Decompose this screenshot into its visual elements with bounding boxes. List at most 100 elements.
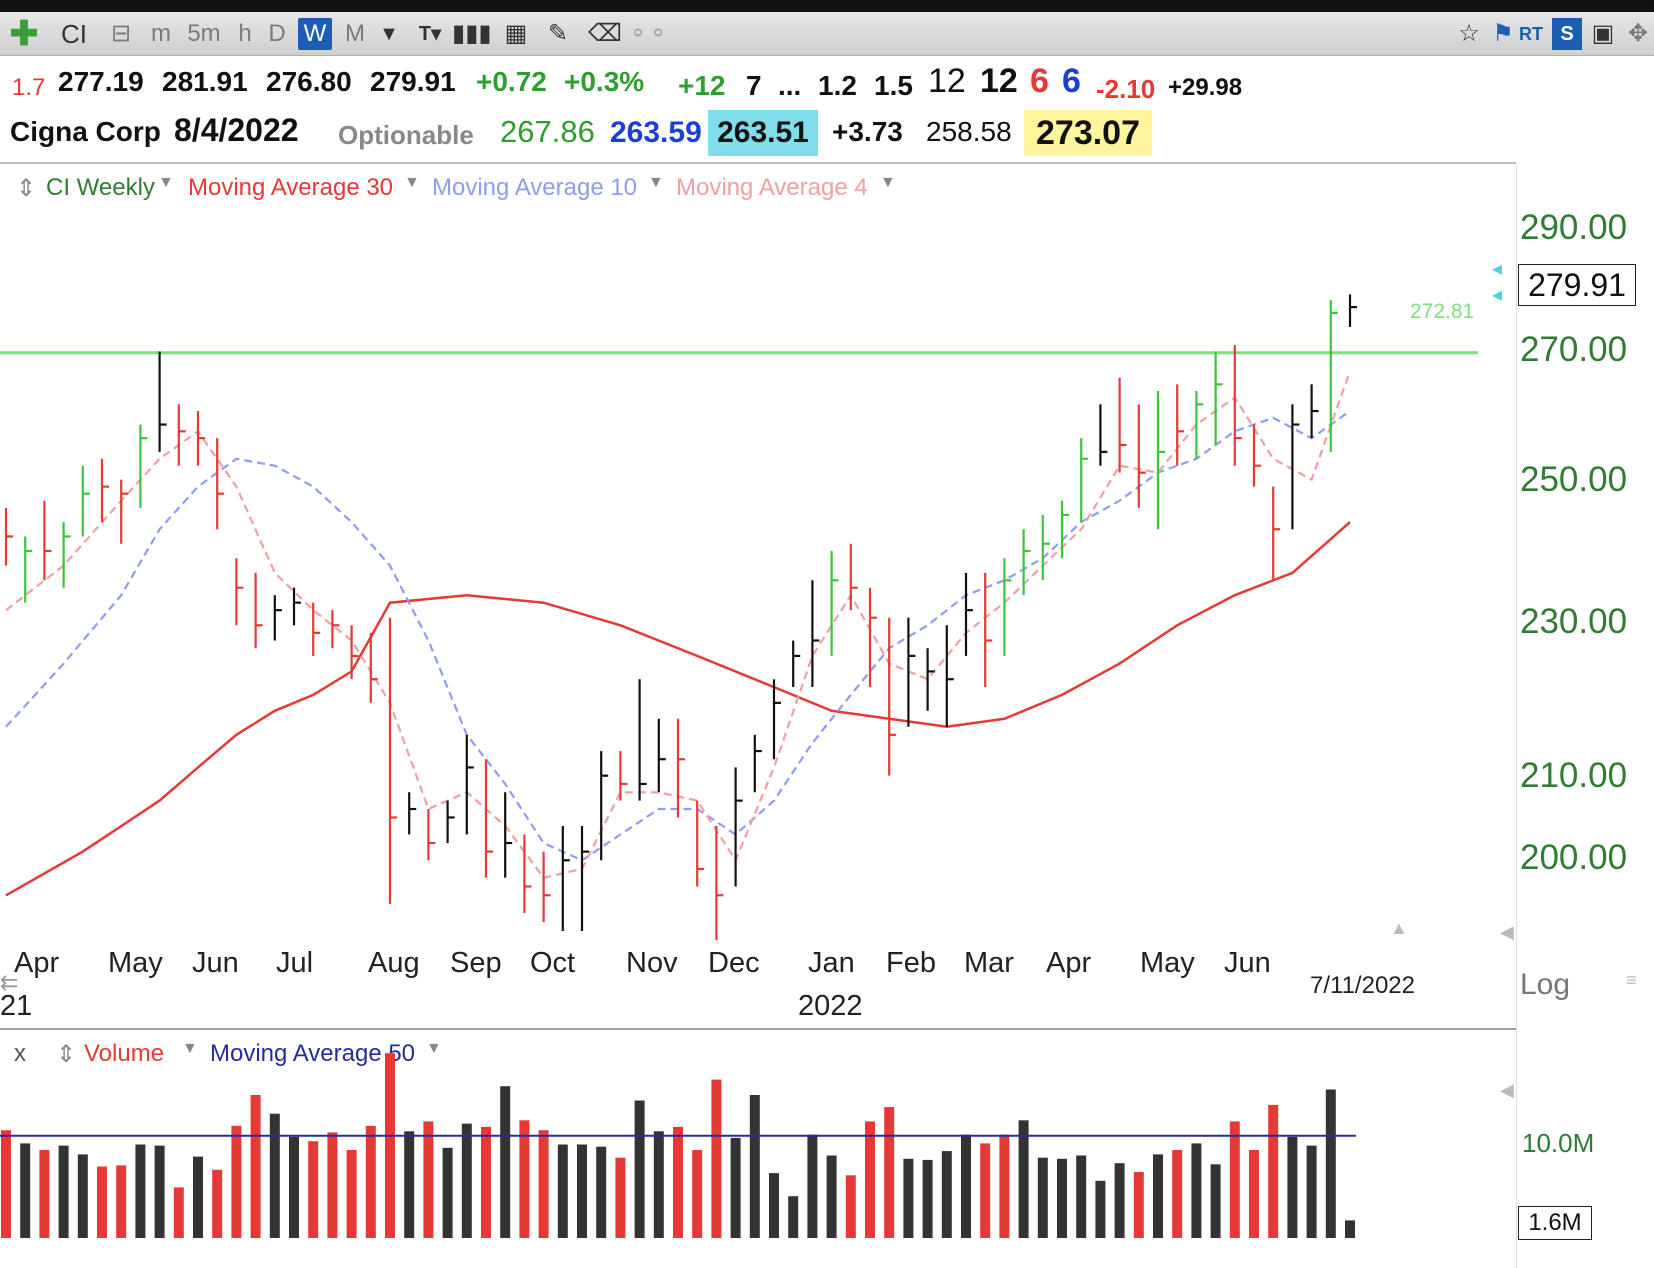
volume-bar xyxy=(673,1126,683,1238)
volume-bar xyxy=(865,1121,875,1238)
chevron-down-icon[interactable]: ▼ xyxy=(404,174,420,191)
toolbar: ✚ CI ⊟ m 5m h D W M ▼ T▾ ▮▮▮ ▦ ✎ ⌫ ⚬⚬ ☆ … xyxy=(0,12,1654,56)
volume-bar xyxy=(1249,1150,1259,1238)
star-icon[interactable]: ☆ xyxy=(1458,20,1480,47)
volume-bar xyxy=(58,1145,69,1238)
field-3: ... xyxy=(778,70,802,101)
volume-bar xyxy=(903,1158,914,1238)
ohlc-bar xyxy=(561,825,570,931)
value-6-highlighted: 273.07 xyxy=(1024,110,1152,156)
volume-bar xyxy=(711,1079,722,1238)
x-tick-may-2022: May xyxy=(1140,947,1195,979)
ohlc-bar xyxy=(484,759,493,878)
y-tick-210: 210.00 xyxy=(1520,756,1628,795)
legend-volume[interactable]: Volume xyxy=(84,1040,165,1067)
volume-divider[interactable] xyxy=(0,1028,1516,1030)
timeframe-h[interactable]: h xyxy=(238,20,252,47)
move-icon[interactable]: ✥ xyxy=(1627,20,1649,47)
ohlc-bar xyxy=(292,587,301,626)
flag-icon[interactable]: ⚑ xyxy=(1492,20,1514,47)
ohlc-bar xyxy=(638,679,647,801)
legend-ma10[interactable]: Moving Average 10 xyxy=(432,174,638,201)
bar-chart-icon[interactable]: ▮▮▮ xyxy=(452,20,492,47)
last-price-box: 279.91 xyxy=(1518,264,1636,306)
volume-bar xyxy=(519,1120,530,1238)
volume-bar xyxy=(289,1136,299,1238)
chevron-down-icon[interactable]: ▼ xyxy=(880,174,896,191)
realtime-badge[interactable]: RT xyxy=(1519,24,1543,44)
chevron-down-icon[interactable]: ▼ xyxy=(648,174,664,191)
symbol-label[interactable]: CI xyxy=(61,19,87,49)
ohlc-bar xyxy=(523,834,532,914)
ohlc-bar xyxy=(120,479,129,544)
ohlc-bar xyxy=(1022,529,1031,596)
hline-label: 272.81 xyxy=(1410,300,1475,323)
scroll-up-icon[interactable]: ▲ xyxy=(1390,918,1408,938)
y-tick-250: 250.00 xyxy=(1520,460,1628,499)
ohlc-bar xyxy=(1041,514,1050,581)
volume-chart[interactable] xyxy=(0,1030,1516,1268)
volume-bar xyxy=(615,1157,626,1238)
share-icon[interactable]: ⚬⚬ xyxy=(628,20,669,47)
s-badge[interactable]: S xyxy=(1552,18,1582,50)
timeframe-w[interactable]: W xyxy=(298,18,332,50)
ohlc-bar xyxy=(1348,294,1357,327)
volume-bar xyxy=(557,1144,568,1238)
drag-handle-icon[interactable]: ⇕ xyxy=(16,175,37,202)
chevron-down-icon[interactable]: ▼ xyxy=(426,1040,442,1057)
ma4-line xyxy=(5,370,1352,879)
ohlc-bar xyxy=(1310,384,1319,439)
timeframe-m[interactable]: m xyxy=(151,20,171,47)
price-chart[interactable] xyxy=(0,164,1516,960)
volume-bar xyxy=(1,1130,11,1238)
x-tick-nov-2021: Nov xyxy=(626,947,678,979)
eraser-icon[interactable]: ⌫ xyxy=(588,20,622,47)
volume-bar xyxy=(154,1145,165,1238)
volume-bar xyxy=(826,1155,837,1238)
x-year-label: 2022 xyxy=(798,990,863,1022)
pencil-icon[interactable]: ✎ xyxy=(547,20,569,47)
y-tick-290: 290.00 xyxy=(1520,208,1628,247)
ohlc-bar xyxy=(369,632,378,703)
scroll-back-icon[interactable]: ⇇ xyxy=(0,970,19,995)
legend-series[interactable]: CI Weekly xyxy=(46,174,155,201)
layout-icon[interactable]: ⊟ xyxy=(110,20,132,47)
quote-date: 8/4/2022 xyxy=(174,112,299,148)
legend-volume-ma[interactable]: Moving Average 50 xyxy=(210,1040,416,1067)
menu-icon[interactable]: ≡ xyxy=(1626,970,1637,990)
text-tool-icon[interactable]: T▾ xyxy=(418,23,442,45)
volume-bar xyxy=(941,1151,952,1238)
chevron-down-icon[interactable]: ▼ xyxy=(182,1040,198,1057)
ohlc-bar xyxy=(1118,377,1127,473)
legend-ma30[interactable]: Moving Average 30 xyxy=(188,174,394,201)
drag-handle-icon[interactable]: ⇕ xyxy=(56,1041,77,1068)
legend-ma4[interactable]: Moving Average 4 xyxy=(676,174,868,201)
volume-bar xyxy=(212,1169,223,1238)
add-icon[interactable]: ✚ xyxy=(9,15,39,53)
scroll-left-icon[interactable]: ◀ xyxy=(1500,922,1514,942)
volume-bar xyxy=(1133,1172,1144,1238)
save-icon[interactable]: ▣ xyxy=(1591,20,1615,47)
scroll-left-icon[interactable]: ◀ xyxy=(1500,1080,1514,1100)
volume-bar xyxy=(1345,1220,1355,1238)
ohlc-bar xyxy=(811,580,820,688)
volume-bar xyxy=(749,1095,760,1238)
ohlc-bar xyxy=(408,792,417,835)
volume-bar xyxy=(1018,1120,1029,1238)
x-year-fragment: 21 xyxy=(0,990,33,1022)
close-volume-button[interactable]: x xyxy=(14,1040,26,1067)
ohlc-bar xyxy=(772,679,781,760)
log-scale-toggle[interactable]: Log xyxy=(1520,968,1571,1001)
timeframe-mo[interactable]: M xyxy=(345,20,365,47)
chevron-down-icon[interactable]: ▼ xyxy=(158,174,174,191)
timeframe-d[interactable]: D xyxy=(268,20,286,47)
table-icon[interactable]: ▦ xyxy=(504,20,528,47)
chevron-down-icon[interactable]: ▼ xyxy=(379,23,399,45)
ohlc-bar xyxy=(830,550,839,656)
ohlc-bar xyxy=(1195,390,1204,459)
timeframe-5m[interactable]: 5m xyxy=(187,20,221,47)
x-tick-jul-2021: Jul xyxy=(276,947,314,979)
ohlc-bar xyxy=(792,640,801,688)
volume-bar xyxy=(442,1147,453,1238)
ohlc-bar xyxy=(4,507,13,566)
